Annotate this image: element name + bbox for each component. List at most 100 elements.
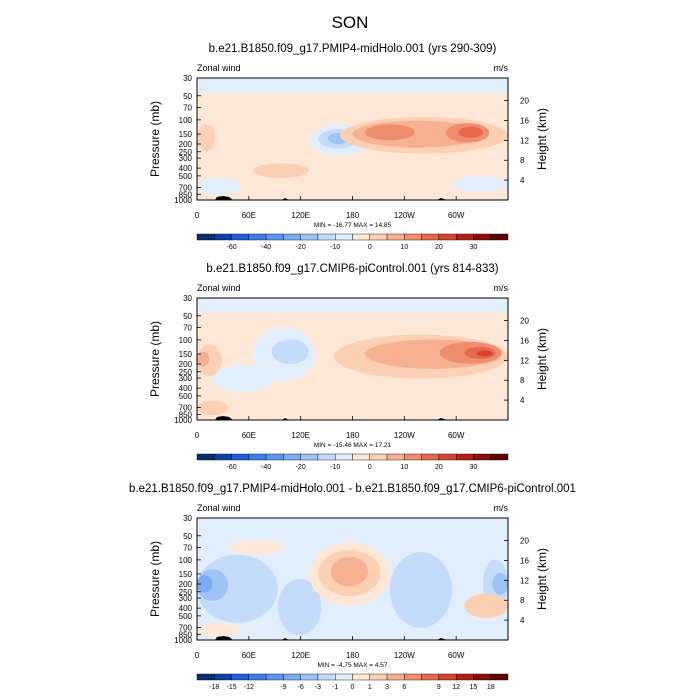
colorbar-swatch [231,453,250,461]
colorbar-label: -20 [296,464,306,471]
colorbar-swatch [335,673,353,681]
colorbar-swatch [438,453,457,461]
right-axis-label: Height (km) [535,108,549,170]
colorbar-swatch [283,453,301,461]
height-tick-label: 4 [520,176,525,185]
colorbar-label: -60 [226,244,236,251]
panel-3: b.e21.B1850.f09_g17.PMIP4-midHolo.001 - … [129,483,576,691]
x-tick-label: 120E [291,431,310,440]
colorbar-swatch [473,233,491,241]
colorbar-swatch [438,673,457,681]
x-tick-label: 60E [242,211,256,220]
y-tick-label: 100 [179,116,193,125]
colorbar-swatch [300,673,319,681]
colorbar-swatch [317,673,336,681]
x-tick-label: 120E [291,211,310,220]
x-tick-label: 60W [448,431,465,440]
contour-region [458,126,484,138]
colorbar-swatch [317,453,336,461]
colorbar-swatch [265,233,284,241]
height-tick-label: 8 [520,156,525,165]
colorbar-swatch [421,453,440,461]
colorbar-label: 30 [470,244,478,251]
colorbar-swatch [214,453,232,461]
y-tick-label: 850 [179,190,193,199]
height-tick-label: 4 [520,396,525,405]
y-tick-label: 500 [179,392,193,401]
y-tick-label: 200 [179,140,193,149]
y-tick-label: 30 [183,74,192,83]
y-tick-label: 100 [179,556,193,565]
y-tick-label: 300 [179,374,193,383]
variable-label: Zonal wind [197,283,241,293]
contour-region [492,572,508,595]
colorbar-swatch [196,233,215,241]
colorbar-swatch [490,233,509,241]
x-tick-label: 0 [195,651,200,660]
colorbar-label: -40 [261,464,271,471]
y-tick-label: 500 [179,612,193,621]
y-tick-label: 250 [179,368,193,377]
colorbar-swatch [455,453,474,461]
y-tick-label: 150 [179,570,193,579]
contour-field [197,298,508,420]
contour-region [197,298,508,313]
min-max-stats: MIN = -16.77 MAX = 14.85 [314,222,392,229]
units-label: m/s [494,63,509,73]
colorbar-label: -1 [332,684,338,691]
y-tick-label: 1000 [174,636,192,645]
y-tick-label: 700 [179,184,193,193]
right-axis-label: Height (km) [535,328,549,390]
colorbar-swatch [386,453,405,461]
y-tick-label: 200 [179,580,193,589]
x-tick-label: 60E [242,651,256,660]
colorbar-swatch [404,233,422,241]
x-tick-label: 180 [346,431,360,440]
y-tick-label: 1000 [174,416,192,425]
colorbar-label: -3 [315,684,321,691]
colorbar-swatch [386,233,405,241]
colorbar-swatch [421,673,440,681]
colorbar-label: 0 [368,464,372,471]
colorbar-label: -10 [330,464,340,471]
colorbar-swatch [231,233,250,241]
colorbar-label: 0 [368,244,372,251]
y-tick-label: 70 [183,323,192,332]
colorbar-swatch [386,673,405,681]
min-max-stats: MIN = -4.75 MAX = 4.57 [317,662,387,669]
colorbar-label: -9 [280,684,286,691]
colorbar-swatch [369,673,388,681]
colorbar-label: 20 [435,464,443,471]
colorbar-swatch [455,673,474,681]
colorbar-label: 1 [368,684,372,691]
panel-title: b.e21.B1850.f09_g17.CMIP6-piControl.001 … [206,263,498,275]
contour-region [277,579,322,636]
colorbar-swatch [404,453,422,461]
colorbar-swatch [438,233,457,241]
colorbar-swatch [317,233,336,241]
colorbar-swatch [248,673,267,681]
units-label: m/s [494,283,509,293]
colorbar-swatch [335,453,353,461]
contour-region [252,163,309,179]
y-tick-label: 700 [179,404,193,413]
y-axis-label: Pressure (mb) [148,101,162,177]
colorbar-label: 15 [470,684,478,691]
contour-region [212,365,275,392]
height-tick-label: 20 [520,537,529,546]
colorbar-label: -60 [226,464,236,471]
colorbar-swatch [455,233,474,241]
colorbar-label: -20 [296,244,306,251]
height-tick-label: 20 [520,317,529,326]
contour-region [197,78,508,93]
contour-region [197,351,210,367]
colorbar-label: 0 [351,684,355,691]
y-tick-label: 850 [179,410,193,419]
y-tick-label: 50 [183,532,192,541]
height-tick-label: 16 [520,556,529,565]
height-tick-label: 12 [520,136,529,145]
y-tick-label: 850 [179,630,193,639]
contour-region [389,552,453,628]
panel-title: b.e21.B1850.f09_g17.PMIP4-midHolo.001 (y… [209,43,497,55]
colorbar-swatch [352,673,370,681]
